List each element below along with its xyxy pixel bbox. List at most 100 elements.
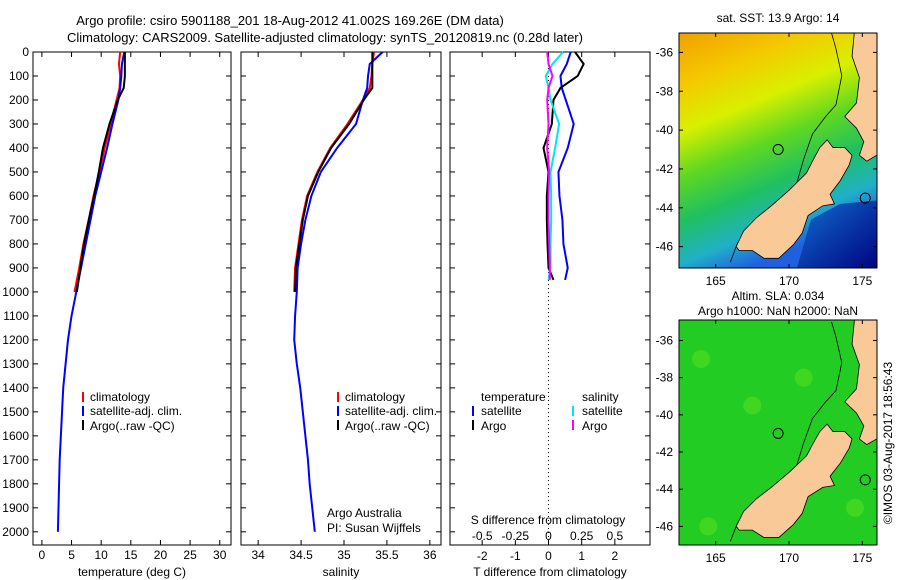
map-area (679, 320, 877, 545)
legend-swatch-t-satellite (472, 406, 474, 416)
s-tick-label: -0.25 (502, 529, 530, 543)
y-tick-label: 1400 (2, 381, 29, 395)
x-axis-label: temperature (deg C) (78, 565, 186, 579)
series-line-s-satellite (544, 51, 564, 281)
y-tick-label: 300 (9, 117, 29, 131)
legend-swatch-satellite (337, 406, 339, 416)
lat-tick-label: -40 (656, 123, 674, 137)
argo-position-marker (772, 427, 784, 439)
series-line-t-argo (542, 51, 585, 281)
y-tick-label: 100 (9, 69, 29, 83)
series-line-satellite-adj-clim- (56, 51, 126, 532)
x-tick-label: 0 (39, 548, 46, 562)
x-tick-label: 20 (154, 548, 168, 562)
plot-frame (32, 51, 232, 546)
y-tick-label: 1800 (2, 477, 29, 491)
lon-tick-label: 170 (779, 551, 799, 565)
lat-tick-label: -44 (656, 482, 674, 496)
y-tick-label: 400 (9, 141, 29, 155)
sla-anomaly-patch (846, 498, 864, 517)
s-tick-label: -0.5 (472, 529, 493, 543)
legend-heading-temperature: temperature (481, 390, 546, 404)
legend-label-climatology: climatology (345, 390, 405, 404)
south-island (735, 139, 853, 259)
eddy-contour (859, 192, 871, 204)
series-line-argo-raw-qc- (75, 52, 126, 293)
lat-tick-label: -40 (656, 408, 674, 422)
y-tick-label: 1900 (2, 501, 29, 515)
y-tick-label: 500 (9, 165, 29, 179)
south-island (735, 423, 853, 538)
legend-swatch-s-satellite (572, 406, 574, 416)
x-tick-label: 34.5 (289, 548, 313, 562)
legend-swatch-climatology (337, 392, 339, 402)
lat-tick-label: -36 (656, 333, 674, 347)
lon-tick-label: 175 (852, 551, 872, 565)
x-tick-label: 30 (213, 548, 227, 562)
y-tick-label: 700 (9, 213, 29, 227)
sla-map-title: Altim. SLA: 0.034 (732, 289, 825, 303)
legend-swatch-climatology (82, 392, 84, 402)
legend-swatch-s-argo (572, 420, 574, 430)
x-tick-label: -2 (477, 549, 488, 563)
y-tick-label: 2000 (2, 525, 29, 539)
imos-watermark: ©IMOS 03-Aug-2017 18:56:43 (881, 362, 895, 525)
credit-line-2: PI: Susan Wijffels (327, 521, 421, 535)
legend-label-argo: Argo(..raw -QC) (90, 419, 175, 433)
cold-water-field (796, 200, 877, 268)
lat-tick-label: -42 (656, 445, 674, 459)
map-frame (678, 32, 878, 269)
s-tick-label: 0.25 (570, 529, 594, 543)
sla-anomaly-patch (699, 517, 718, 536)
legend-label-s-argo: Argo (582, 419, 608, 433)
map-area (679, 33, 877, 268)
y-tick-label: 1700 (2, 453, 29, 467)
lat-tick-label: -36 (656, 45, 674, 59)
difference-legend: temperature satellite Argo salinity sate… (472, 390, 623, 433)
lat-tick-label: -38 (656, 371, 674, 385)
lat-tick-label: -46 (656, 240, 674, 254)
north-island (844, 33, 877, 162)
series-line-climatology (293, 51, 376, 292)
y-tick-label: 200 (9, 93, 29, 107)
sla-map: 165 170 175 -36 -38 -40 -42 -44 -46 (656, 319, 878, 565)
lat-tick-label: -42 (656, 162, 674, 176)
legend-label-t-argo: Argo (481, 419, 507, 433)
y-tick-label: 1000 (2, 285, 29, 299)
y-tick-label: 1200 (2, 333, 29, 347)
sla-anomaly-patch (692, 350, 710, 369)
series-line-t-satellite (557, 51, 575, 281)
y-tick-label: 1300 (2, 357, 29, 371)
legend-label-s-satellite: satellite (582, 404, 623, 418)
salinity-legend: climatology satellite-adj. clim. Argo(..… (337, 390, 437, 433)
x-tick-label: 35 (337, 548, 351, 562)
y-tick-label: 0 (22, 45, 29, 59)
lat-tick-label: -46 (656, 519, 674, 533)
legend-heading-salinity: salinity (582, 390, 619, 404)
temperature-panel: 0 5 10 15 20 25 300100200300400500600700800900… (2, 45, 232, 579)
series-line-s-argo (546, 51, 554, 280)
lon-tick-label: 165 (706, 551, 726, 565)
s-difference-axis-label: S difference from climatology (471, 513, 626, 527)
y-tick-label: 900 (9, 261, 29, 275)
eddy-contour (859, 474, 871, 486)
sst-map-title: sat. SST: 13.9 Argo: 14 (717, 11, 840, 25)
sla-anomaly-patch (794, 368, 813, 387)
x-tick-label: 0 (545, 549, 552, 563)
argo-position-marker (772, 144, 784, 156)
legend-swatch-satellite (82, 406, 84, 416)
lon-tick-label: 175 (852, 274, 872, 288)
x-tick-label: 34 (251, 548, 265, 562)
credit-line-1: Argo Australia (327, 506, 402, 520)
plot-frame (240, 51, 442, 546)
x-tick-label: 25 (183, 548, 197, 562)
x-axis-label: salinity (323, 565, 360, 579)
series-line-satellite-adj-clim- (293, 51, 384, 532)
x-tick-label: 1 (578, 549, 585, 563)
legend-swatch-t-argo (472, 420, 474, 430)
north-island (844, 320, 877, 446)
title-line-2: Climatology: CARS2009. Satellite-adjuste… (67, 30, 583, 45)
map-frame (678, 319, 878, 546)
lon-tick-label: 170 (779, 274, 799, 288)
